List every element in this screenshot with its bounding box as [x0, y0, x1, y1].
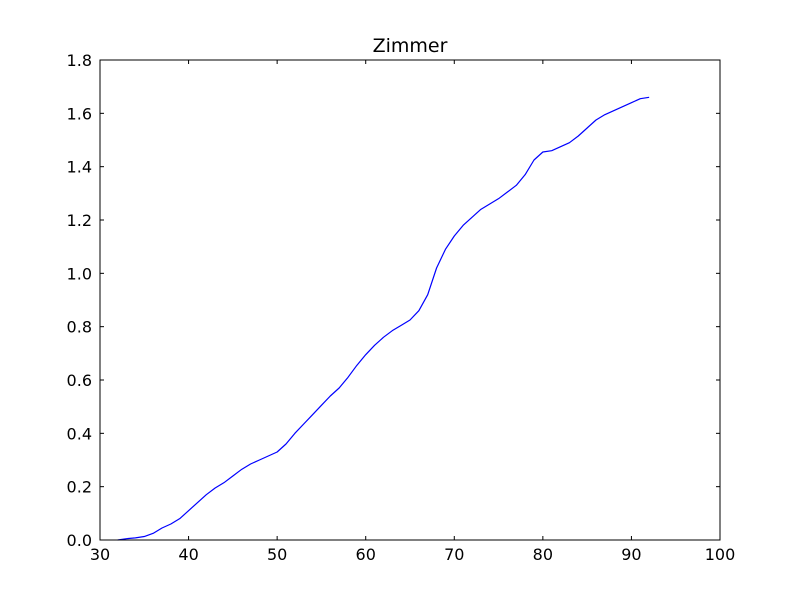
chart-title: Zimmer — [373, 35, 448, 57]
y-tick-label: 0.0 — [67, 531, 92, 550]
x-tick-label: 40 — [178, 545, 198, 564]
x-tick-label: 70 — [444, 545, 464, 564]
y-tick-label: 0.2 — [67, 478, 92, 497]
y-tick-label: 0.6 — [67, 371, 92, 390]
x-tick-label: 50 — [267, 545, 287, 564]
x-tick-label: 100 — [705, 545, 736, 564]
plot-frame — [99, 59, 721, 541]
series-line-0 — [117, 96, 650, 541]
y-tick-label: 0.8 — [67, 318, 92, 337]
y-tick-label: 1.2 — [67, 211, 92, 230]
x-tick-label: 90 — [621, 545, 641, 564]
x-tick-label: 60 — [356, 545, 376, 564]
y-tick-label: 1.8 — [67, 51, 92, 70]
plot-layer: 30 40 50 60 70 80 90 100 0.0 0.2 0.4 0.6 0.8 1.0 1.2 1.… — [67, 51, 736, 564]
x-tick-label: 30 — [90, 545, 110, 564]
y-tick-label: 0.4 — [67, 424, 92, 443]
y-tick-label: 1.6 — [67, 104, 92, 123]
y-tick-label: 1.0 — [67, 264, 92, 283]
y-tick-label: 1.4 — [67, 158, 92, 177]
x-tick-label: 80 — [533, 545, 553, 564]
